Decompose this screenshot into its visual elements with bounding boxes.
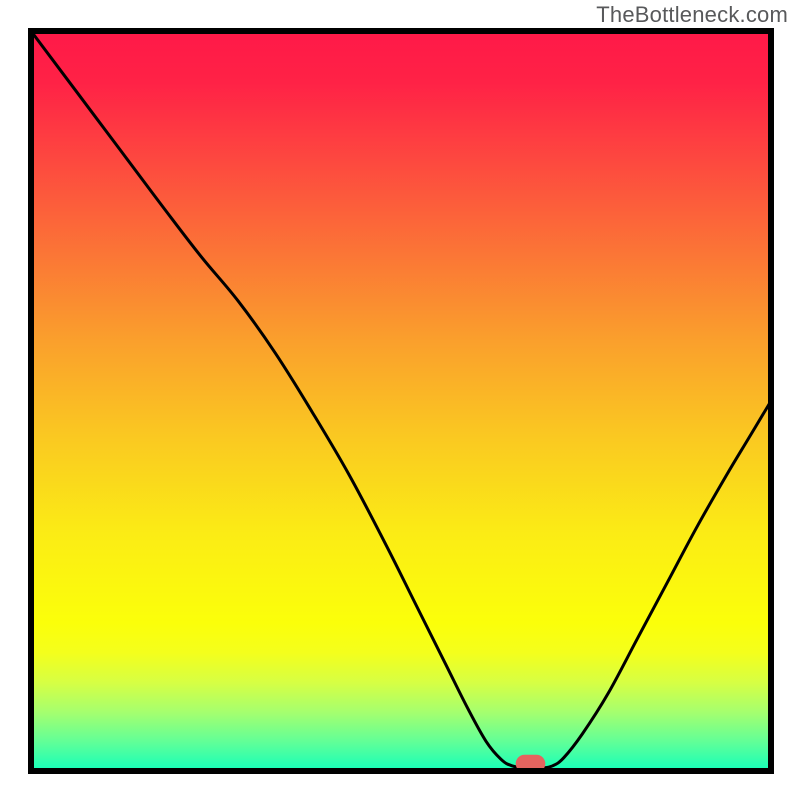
watermark-label: TheBottleneck.com bbox=[596, 2, 788, 28]
chart-svg bbox=[0, 0, 800, 800]
bottleneck-chart: TheBottleneck.com bbox=[0, 0, 800, 800]
chart-background bbox=[31, 31, 771, 771]
